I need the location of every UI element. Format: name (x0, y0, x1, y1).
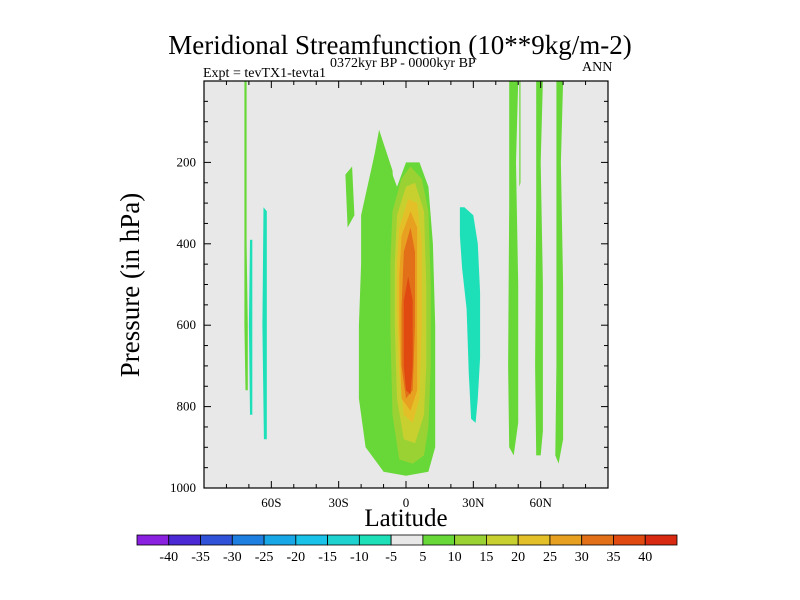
colorbar-swatch (231, 534, 265, 546)
x-tick-label: 30N (462, 495, 485, 510)
colorbar-label: 25 (543, 550, 557, 565)
colorbar-label: -10 (350, 550, 369, 565)
x-tick-label: 0 (403, 495, 410, 510)
colorbar-label: 15 (479, 550, 493, 565)
colorbar-label: 30 (575, 550, 589, 565)
colorbar-swatch (517, 534, 551, 546)
colorbar-label: -5 (385, 550, 397, 565)
colorbar-label: -30 (223, 550, 242, 565)
colorbar-label: 5 (419, 550, 426, 565)
axis-ticks: 60S 30S 0 30N 60N 200 400 600 800 1000 (170, 80, 609, 510)
colorbar-swatch (327, 534, 360, 546)
colorbar-label: -25 (255, 550, 274, 565)
x-tick-label: 60S (261, 495, 281, 510)
nh-negative-blob (459, 207, 481, 423)
nh-green-band-1 (508, 81, 519, 456)
time-range-label: 0372kyr BP - 0000kyr BP (330, 56, 476, 71)
colorbar-swatch (613, 534, 646, 546)
colorbar-swatch (549, 534, 583, 546)
chart-title: Meridional Streamfunction (10**9kg/m-2) (168, 30, 632, 60)
contour-regions (244, 81, 564, 476)
colorbar-swatch (454, 534, 487, 546)
y-tick-label: 400 (177, 236, 197, 251)
colorbar-label: -40 (159, 550, 178, 565)
colorbar-label: -20 (286, 550, 305, 565)
colorbar-label: -15 (318, 550, 337, 565)
y-tick-label: 600 (177, 317, 197, 332)
x-axis-label: Latitude (364, 505, 448, 532)
colorbar-swatch (581, 534, 614, 546)
nh-green-band-3 (555, 81, 564, 464)
season-label: ANN (582, 60, 613, 75)
y-tick-label: 800 (177, 399, 197, 414)
colorbar-label: 40 (638, 550, 652, 565)
colorbar-swatch (644, 534, 678, 546)
hadley-35 (403, 276, 413, 395)
colorbar-label: 20 (511, 550, 525, 565)
colorbar-label: 35 (606, 550, 620, 565)
colorbar-swatch (295, 534, 328, 546)
colorbar-label: -35 (191, 550, 210, 565)
sh-negative-band-a (248, 239, 253, 415)
colorbar-swatch (422, 534, 456, 546)
colorbar-swatch (263, 534, 297, 546)
sh-polar-thin-band (244, 81, 248, 391)
colorbar-swatch (358, 534, 392, 546)
colorbar-swatch (136, 534, 170, 546)
y-tick-label: 200 (177, 154, 197, 169)
colorbar-swatch (168, 534, 201, 546)
nh-green-band-1b (519, 81, 521, 187)
x-tick-label: 30S (329, 495, 349, 510)
x-tick-label: 60N (529, 495, 552, 510)
nh-green-band-2 (535, 81, 543, 456)
colorbar-swatch (486, 534, 519, 546)
sh-negative-band-b (262, 207, 267, 440)
small-patch-left (345, 166, 355, 228)
colorbar-label: 10 (448, 550, 462, 565)
colorbar-swatch (200, 534, 233, 546)
y-tick-label: 1000 (170, 480, 196, 495)
experiment-label: Expt = tevTX1-tevta1 (203, 66, 326, 81)
colorbar-swatch (390, 534, 424, 546)
